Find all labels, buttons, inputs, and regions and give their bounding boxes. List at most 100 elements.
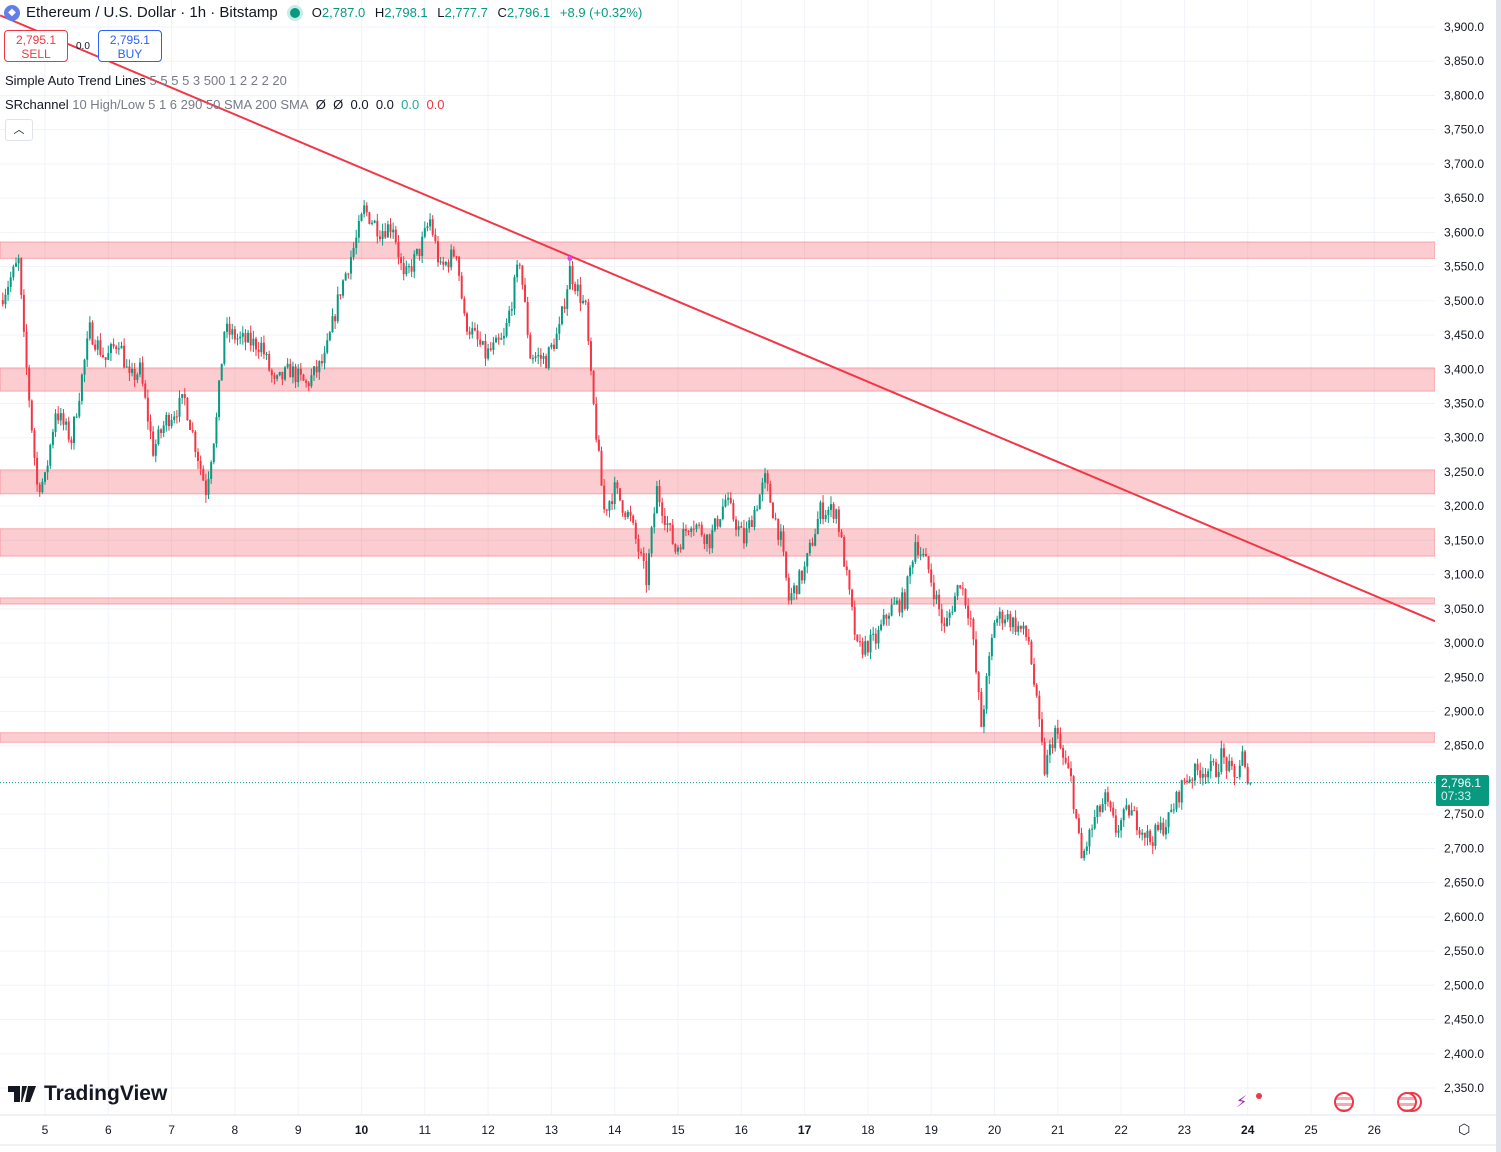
y-tick-label: 3,200.0 [1444, 499, 1484, 513]
candle-body [426, 226, 429, 229]
candle-body [969, 618, 972, 620]
candle-body [1154, 824, 1157, 846]
candle-body [167, 414, 170, 427]
candle-body [737, 526, 740, 530]
candle-body [1014, 617, 1017, 632]
candle-body [893, 603, 896, 605]
sr-zone [0, 469, 1436, 495]
candle-body [78, 400, 81, 417]
x-tick-label: 19 [925, 1123, 939, 1137]
candle-body [858, 641, 861, 643]
buy-button[interactable]: 2,795.1 BUY [97, 30, 162, 62]
candle-body [740, 526, 743, 528]
us-economic-event-icon[interactable] [1334, 1092, 1354, 1112]
candle-body [1114, 815, 1117, 833]
candle-body [117, 348, 120, 350]
candle-body [956, 585, 959, 597]
candle-body [1183, 780, 1186, 782]
candle-body [616, 482, 619, 489]
candle-body [25, 331, 28, 368]
us-economic-events-icon[interactable] [1397, 1092, 1417, 1112]
candle-body [787, 577, 790, 601]
candle-body [1199, 770, 1202, 778]
x-tick-label: 18 [861, 1123, 875, 1137]
candle-body [890, 604, 893, 616]
candle-body [816, 518, 819, 535]
candle-body [872, 633, 875, 635]
candle-body [735, 519, 738, 530]
candle-body [637, 539, 640, 552]
candle-body [54, 413, 57, 432]
candle-body [1172, 809, 1175, 811]
candle-body [996, 618, 999, 623]
candle-body [959, 585, 962, 588]
y-tick-label: 2,400.0 [1444, 1047, 1484, 1061]
y-tick-label: 3,300.0 [1444, 431, 1484, 445]
candle-body [402, 262, 405, 275]
candle-body [613, 482, 616, 505]
candle-body [289, 363, 292, 378]
candle-body [1093, 816, 1096, 829]
candle-body [1088, 829, 1091, 847]
y-tick-label: 3,500.0 [1444, 294, 1484, 308]
candle-body [808, 542, 811, 554]
candle-body [91, 322, 94, 345]
candle-body [903, 592, 906, 609]
candle-body [318, 361, 321, 373]
candle-body [629, 511, 632, 516]
notification-dot-icon [1256, 1093, 1262, 1099]
candle-body [9, 277, 12, 287]
candle-body [381, 231, 384, 240]
candle-body [299, 368, 302, 375]
candle-body [766, 473, 769, 484]
sr-zone [0, 528, 1436, 557]
candle-body [210, 462, 213, 479]
candle-body [1188, 779, 1191, 783]
indicator-trend-lines[interactable]: Simple Auto Trend Lines 5 5 5 5 3 500 1 … [5, 73, 287, 88]
candle-body [877, 629, 880, 644]
sell-button[interactable]: 2,795.1 SELL [4, 30, 68, 62]
lightning-event-icon[interactable]: ⚡ [1236, 1094, 1248, 1111]
candle-body [795, 585, 798, 595]
candle-body [344, 273, 347, 281]
candle-body [334, 316, 337, 322]
candle-body [270, 370, 273, 376]
candle-body [524, 284, 527, 302]
candle-body [553, 344, 556, 349]
candle-body [199, 461, 202, 469]
y-tick-label: 2,600.0 [1444, 910, 1484, 924]
candle-body [181, 394, 184, 398]
candle-body [328, 332, 331, 341]
candle-body [516, 264, 519, 278]
candle-body [1186, 780, 1189, 783]
tradingview-logo[interactable]: TradingView [8, 1082, 167, 1106]
collapse-legend-button[interactable]: ︿ [5, 119, 33, 141]
candle-body [840, 531, 843, 538]
tradingview-logo-icon [8, 1086, 36, 1102]
candle-body [793, 585, 796, 594]
scrollbar [1496, 0, 1501, 1152]
candle-body [940, 609, 943, 624]
candle-body [990, 637, 993, 657]
candle-body [152, 431, 155, 456]
candle-body [806, 553, 809, 567]
candle-body [276, 375, 279, 379]
candle-body [410, 266, 413, 272]
candle-body [977, 672, 980, 693]
candle-body [1027, 636, 1030, 642]
y-tick-label: 3,050.0 [1444, 602, 1484, 616]
symbol-title[interactable]: Ethereum / U.S. Dollar · 1h · Bitstamp [26, 4, 278, 21]
candle-body [682, 529, 685, 550]
indicator-srchannel[interactable]: SRchannel 10 High/Low 5 1 6 290 50 SMA 2… [5, 97, 445, 112]
candle-body [814, 534, 817, 546]
sr-zone [0, 367, 1436, 392]
candle-body [1099, 805, 1101, 812]
sr-zone [0, 241, 1436, 259]
candle-body [545, 356, 548, 369]
candle-body [576, 284, 579, 292]
candle-body [1180, 780, 1183, 803]
price-axis [1435, 0, 1501, 1152]
settings-icon[interactable]: ⬡ [1458, 1121, 1471, 1137]
candle-body [371, 222, 374, 224]
